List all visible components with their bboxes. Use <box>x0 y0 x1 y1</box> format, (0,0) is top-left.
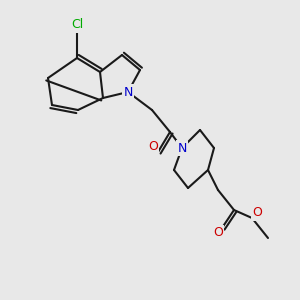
Text: O: O <box>252 206 262 220</box>
Text: Cl: Cl <box>71 19 83 32</box>
Text: N: N <box>123 85 133 98</box>
Text: O: O <box>213 226 223 239</box>
Text: O: O <box>148 140 158 154</box>
Text: N: N <box>177 142 187 154</box>
